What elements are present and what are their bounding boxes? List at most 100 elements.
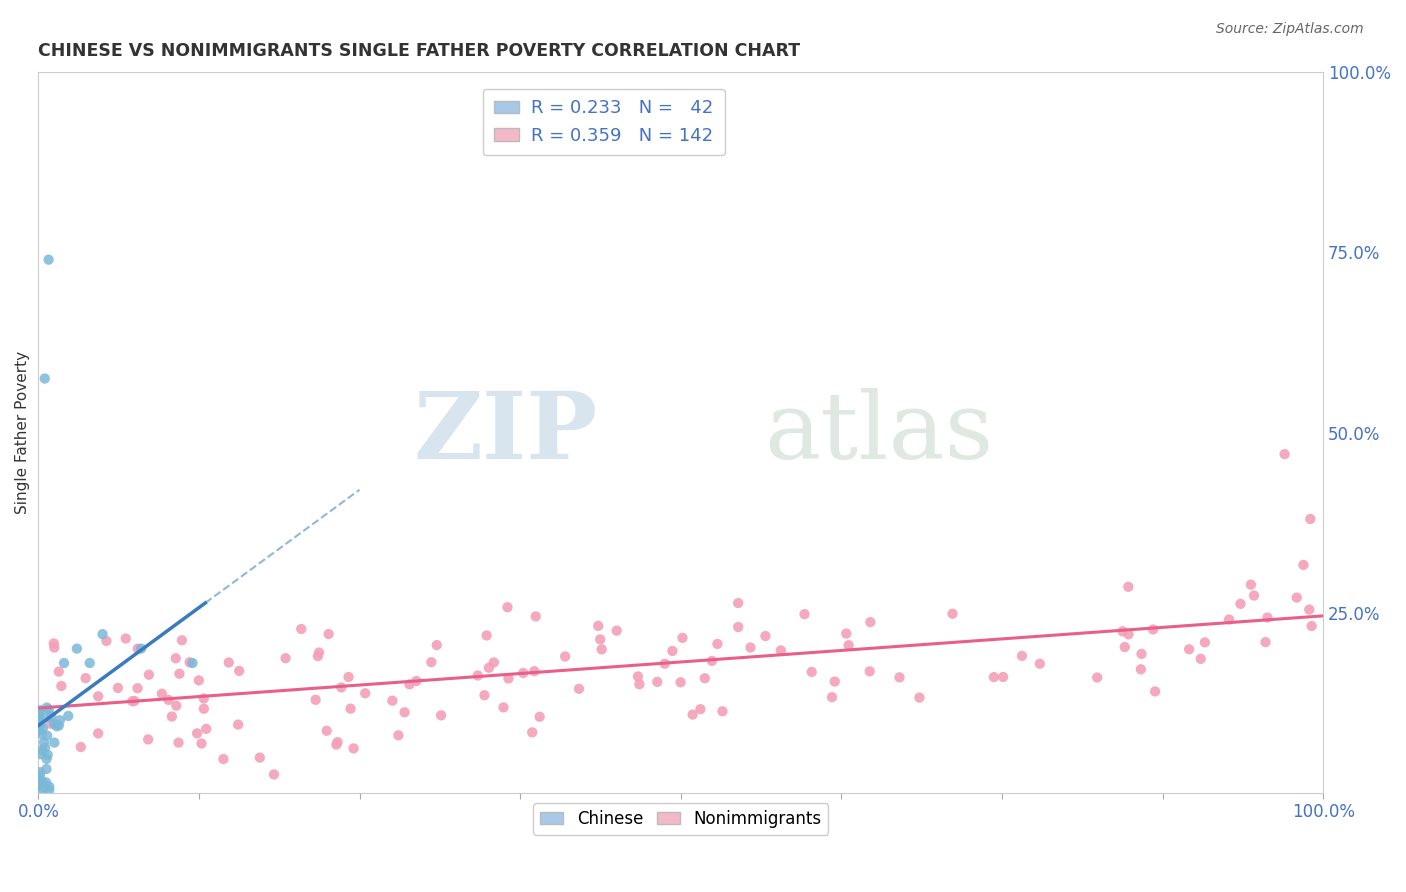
Point bbox=[426, 638, 449, 652]
Point bbox=[769, 643, 792, 657]
Point bbox=[37, 729, 59, 743]
Point bbox=[28, 768, 51, 782]
Point bbox=[35, 752, 58, 766]
Point bbox=[249, 750, 271, 764]
Point bbox=[381, 694, 404, 708]
Point bbox=[496, 600, 519, 615]
Point bbox=[114, 632, 136, 646]
Point bbox=[1111, 624, 1133, 639]
Point bbox=[512, 665, 534, 680]
Point bbox=[79, 656, 101, 670]
Point bbox=[889, 670, 911, 684]
Point bbox=[568, 681, 591, 696]
Point bbox=[1301, 619, 1323, 633]
Point bbox=[190, 736, 212, 750]
Point bbox=[35, 775, 58, 789]
Point bbox=[1256, 610, 1278, 624]
Point bbox=[228, 664, 250, 678]
Point bbox=[859, 665, 882, 679]
Point bbox=[835, 626, 858, 640]
Point bbox=[1142, 623, 1164, 637]
Point bbox=[48, 718, 70, 732]
Point bbox=[127, 641, 149, 656]
Point bbox=[31, 784, 53, 798]
Point bbox=[181, 656, 204, 670]
Point bbox=[661, 644, 683, 658]
Point bbox=[1114, 640, 1136, 654]
Point bbox=[342, 741, 364, 756]
Point bbox=[1116, 580, 1139, 594]
Point bbox=[28, 714, 51, 728]
Point bbox=[31, 743, 53, 757]
Point bbox=[859, 615, 882, 629]
Point bbox=[1011, 648, 1033, 663]
Point bbox=[498, 672, 520, 686]
Point bbox=[645, 674, 668, 689]
Point bbox=[821, 690, 844, 705]
Point bbox=[195, 722, 218, 736]
Text: Source: ZipAtlas.com: Source: ZipAtlas.com bbox=[1216, 22, 1364, 37]
Point bbox=[941, 607, 963, 621]
Point bbox=[1299, 512, 1322, 526]
Point bbox=[467, 668, 489, 682]
Point bbox=[30, 765, 52, 780]
Y-axis label: Single Father Poverty: Single Father Poverty bbox=[15, 351, 30, 514]
Point bbox=[586, 619, 609, 633]
Point bbox=[793, 607, 815, 622]
Point bbox=[38, 780, 60, 794]
Point bbox=[589, 632, 612, 647]
Point bbox=[304, 693, 326, 707]
Point bbox=[627, 669, 650, 683]
Point bbox=[274, 651, 297, 665]
Point bbox=[482, 656, 505, 670]
Point bbox=[908, 690, 931, 705]
Point bbox=[430, 708, 453, 723]
Point bbox=[169, 666, 191, 681]
Point bbox=[38, 783, 60, 797]
Point bbox=[1029, 657, 1052, 671]
Point bbox=[75, 671, 97, 685]
Point bbox=[337, 670, 360, 684]
Point bbox=[394, 706, 416, 720]
Point bbox=[1254, 635, 1277, 649]
Point bbox=[31, 774, 53, 789]
Point bbox=[1240, 577, 1263, 591]
Point bbox=[330, 681, 353, 695]
Point bbox=[41, 709, 63, 723]
Point bbox=[983, 670, 1005, 684]
Point bbox=[838, 638, 860, 652]
Point bbox=[91, 627, 114, 641]
Point bbox=[58, 709, 80, 723]
Point bbox=[754, 629, 776, 643]
Point bbox=[187, 673, 209, 688]
Point bbox=[170, 633, 193, 648]
Point bbox=[1085, 671, 1108, 685]
Point bbox=[318, 627, 340, 641]
Point bbox=[1178, 642, 1201, 657]
Point bbox=[165, 651, 187, 665]
Point bbox=[160, 709, 183, 723]
Point bbox=[87, 726, 110, 740]
Point bbox=[28, 779, 51, 793]
Point bbox=[727, 596, 749, 610]
Point bbox=[42, 636, 65, 650]
Point bbox=[325, 738, 347, 752]
Point bbox=[49, 713, 72, 727]
Point bbox=[727, 620, 749, 634]
Point bbox=[1144, 684, 1167, 698]
Point bbox=[398, 677, 420, 691]
Point bbox=[136, 732, 159, 747]
Point bbox=[474, 688, 496, 702]
Point bbox=[1274, 447, 1296, 461]
Point bbox=[1243, 589, 1265, 603]
Point bbox=[28, 723, 51, 738]
Point bbox=[478, 661, 501, 675]
Text: CHINESE VS NONIMMIGRANTS SINGLE FATHER POVERTY CORRELATION CHART: CHINESE VS NONIMMIGRANTS SINGLE FATHER P… bbox=[38, 42, 800, 60]
Point bbox=[523, 664, 546, 678]
Point bbox=[420, 655, 443, 669]
Point bbox=[138, 667, 160, 681]
Point bbox=[700, 654, 723, 668]
Point bbox=[1189, 652, 1212, 666]
Point bbox=[669, 675, 692, 690]
Point bbox=[387, 728, 409, 742]
